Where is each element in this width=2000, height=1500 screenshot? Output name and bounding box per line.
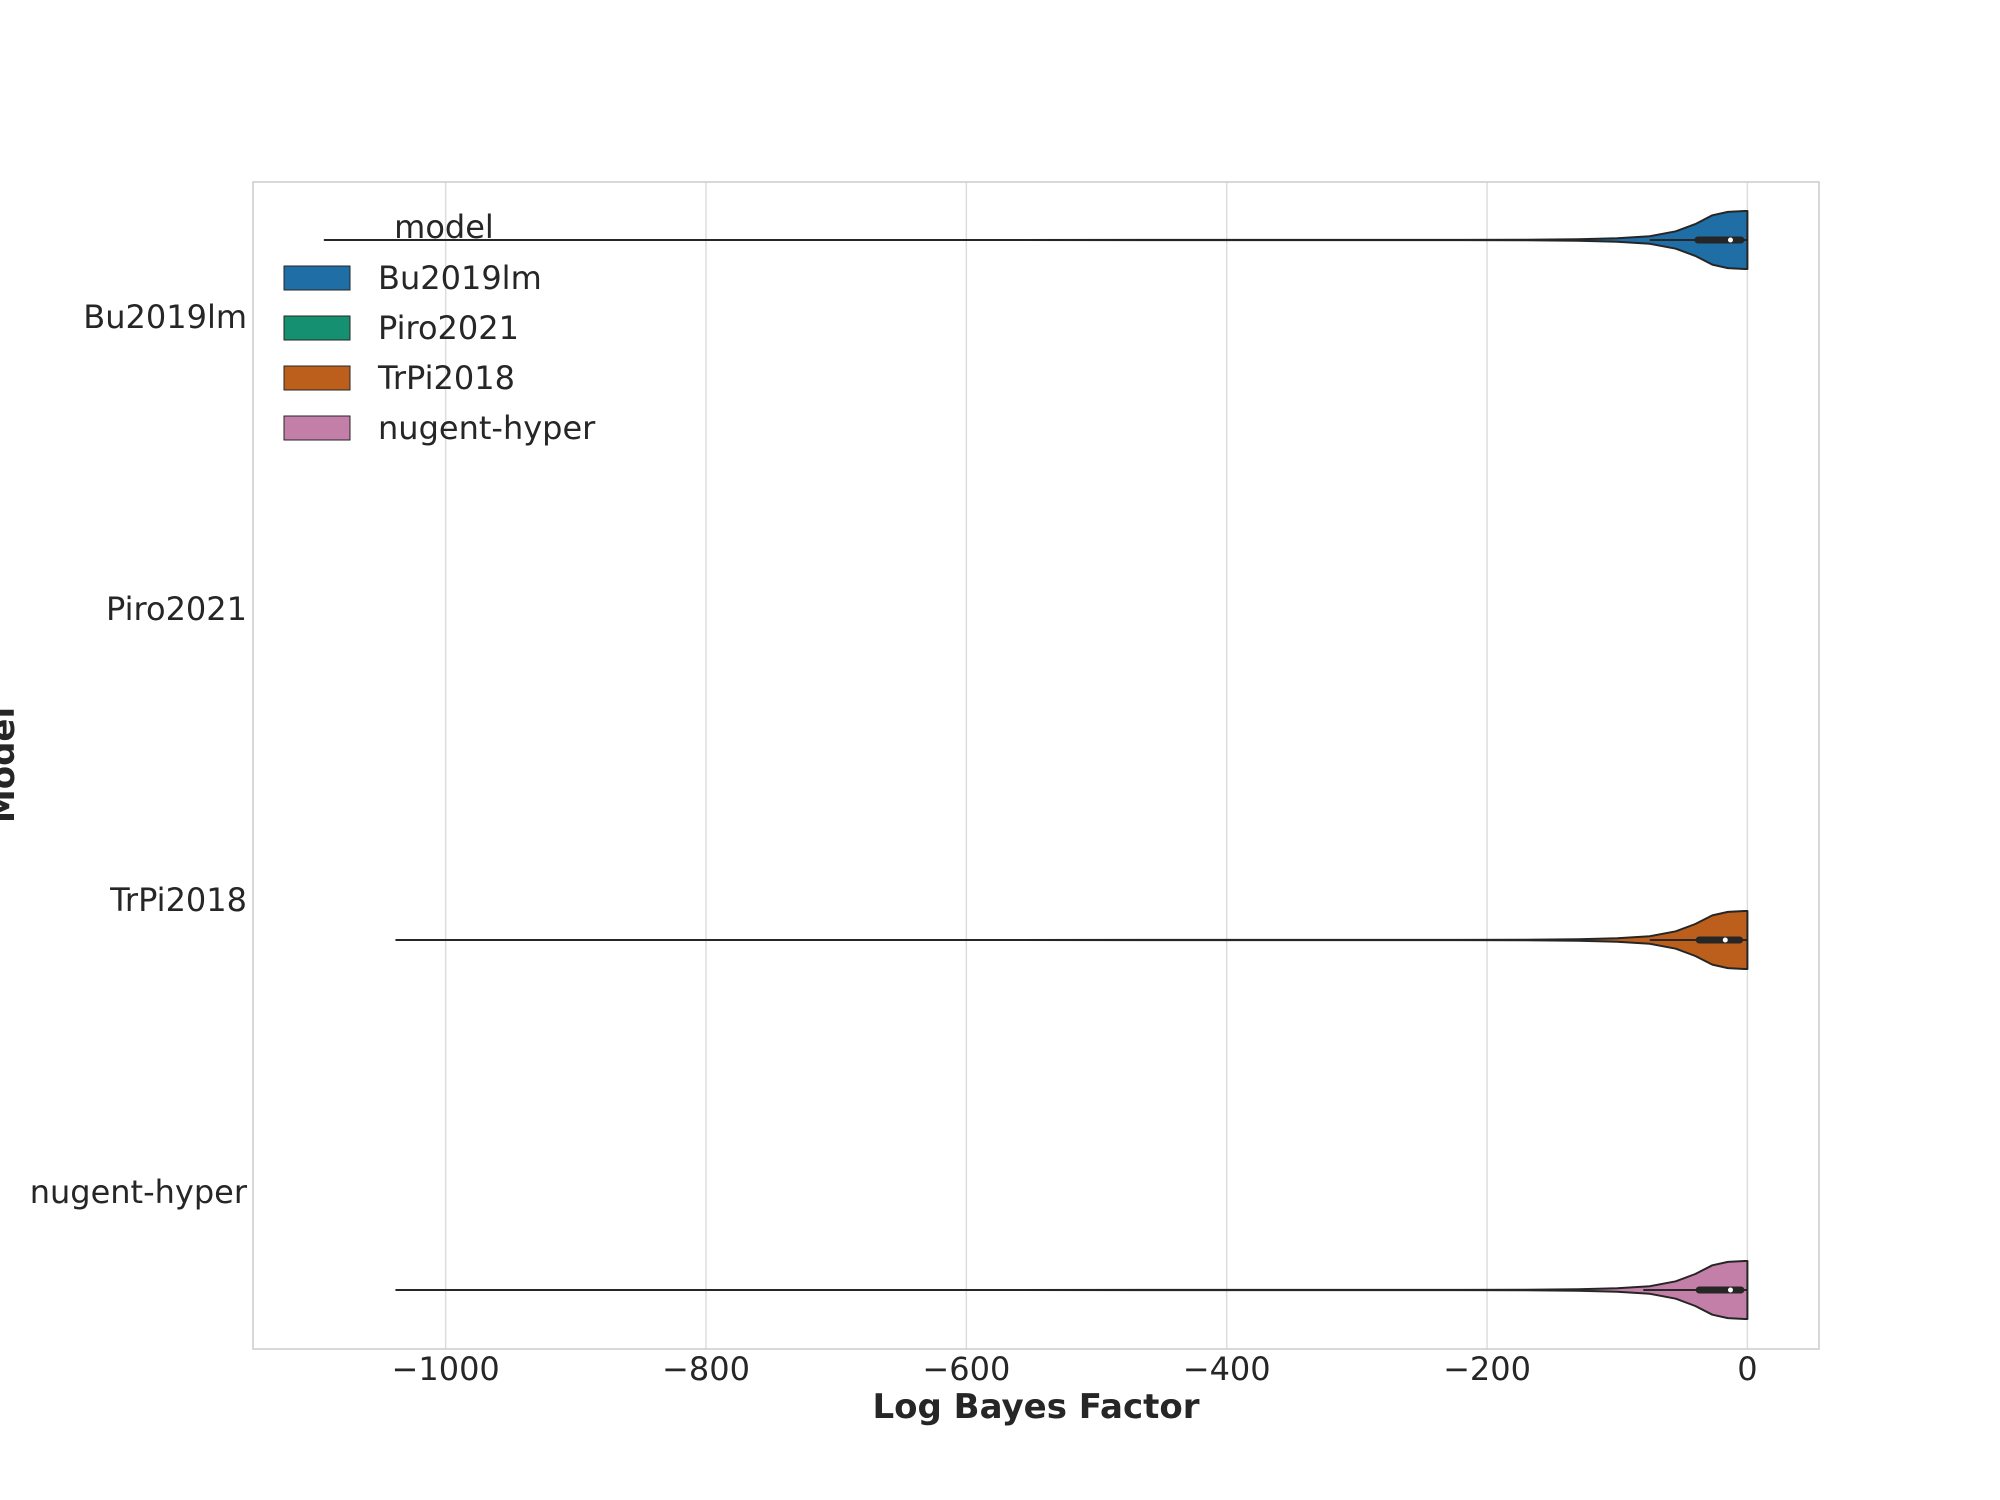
legend-label: nugent-hyper (378, 409, 596, 447)
legend-label: Bu2019lm (378, 259, 542, 297)
gridlines (444, 182, 1749, 1349)
legend-swatch-Bu2019lm (283, 265, 351, 291)
y-tick-label: Piro2021 (106, 590, 247, 628)
legend-title: model (394, 208, 494, 246)
plot-area-frame (252, 181, 1820, 1350)
legend-label: Piro2021 (378, 309, 519, 347)
violin-TrPi2018 (395, 910, 1749, 970)
median-point-Bu2019lm (1727, 237, 1733, 243)
x-axis-title: Log Bayes Factor (872, 1387, 1199, 1427)
violin-Bu2019lm (323, 210, 1749, 270)
legend-label: TrPi2018 (377, 359, 515, 397)
x-tick-label: −200 (1443, 1350, 1531, 1388)
x-tick-label: −1000 (392, 1350, 500, 1388)
y-axis-title: Model (0, 707, 23, 823)
y-tick-labels: Bu2019lm Piro2021 TrPi2018 nugent-hyper (30, 298, 248, 1211)
legend: model Bu2019lm Piro2021 TrPi2018 nugent-hyp… (283, 208, 596, 447)
violin-nugent-hyper (395, 1260, 1749, 1320)
y-tick-label: TrPi2018 (109, 881, 247, 919)
x-tick-label: −600 (922, 1350, 1010, 1388)
x-tick-label: −400 (1183, 1350, 1271, 1388)
legend-swatch-TrPi2018 (283, 365, 351, 391)
x-tick-labels: −1000 −800 −600 −400 −200 0 (392, 1350, 1758, 1388)
y-tick-label: Bu2019lm (83, 298, 247, 336)
legend-swatch-Piro2021 (283, 315, 351, 341)
median-point-nugent-hyper (1727, 1287, 1733, 1293)
x-tick-label: 0 (1737, 1350, 1757, 1388)
x-tick-label: −800 (662, 1350, 750, 1388)
violins (323, 210, 1749, 1320)
median-point-TrPi2018 (1722, 937, 1728, 943)
legend-swatch-nugent-hyper (283, 415, 351, 441)
y-tick-label: nugent-hyper (30, 1173, 248, 1211)
